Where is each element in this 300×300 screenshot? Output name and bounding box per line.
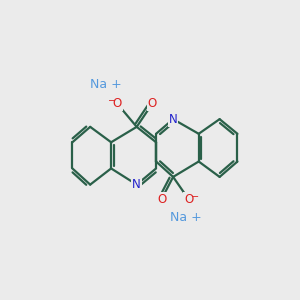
Text: N: N: [132, 178, 141, 191]
Text: −: −: [191, 192, 199, 202]
Text: O: O: [157, 193, 166, 206]
Text: −: −: [108, 96, 116, 106]
Text: O: O: [148, 97, 157, 110]
Text: O: O: [113, 97, 122, 110]
Text: O: O: [184, 193, 193, 206]
Text: Na +: Na +: [90, 78, 122, 91]
Text: N: N: [169, 113, 178, 126]
Text: Na +: Na +: [170, 211, 202, 224]
